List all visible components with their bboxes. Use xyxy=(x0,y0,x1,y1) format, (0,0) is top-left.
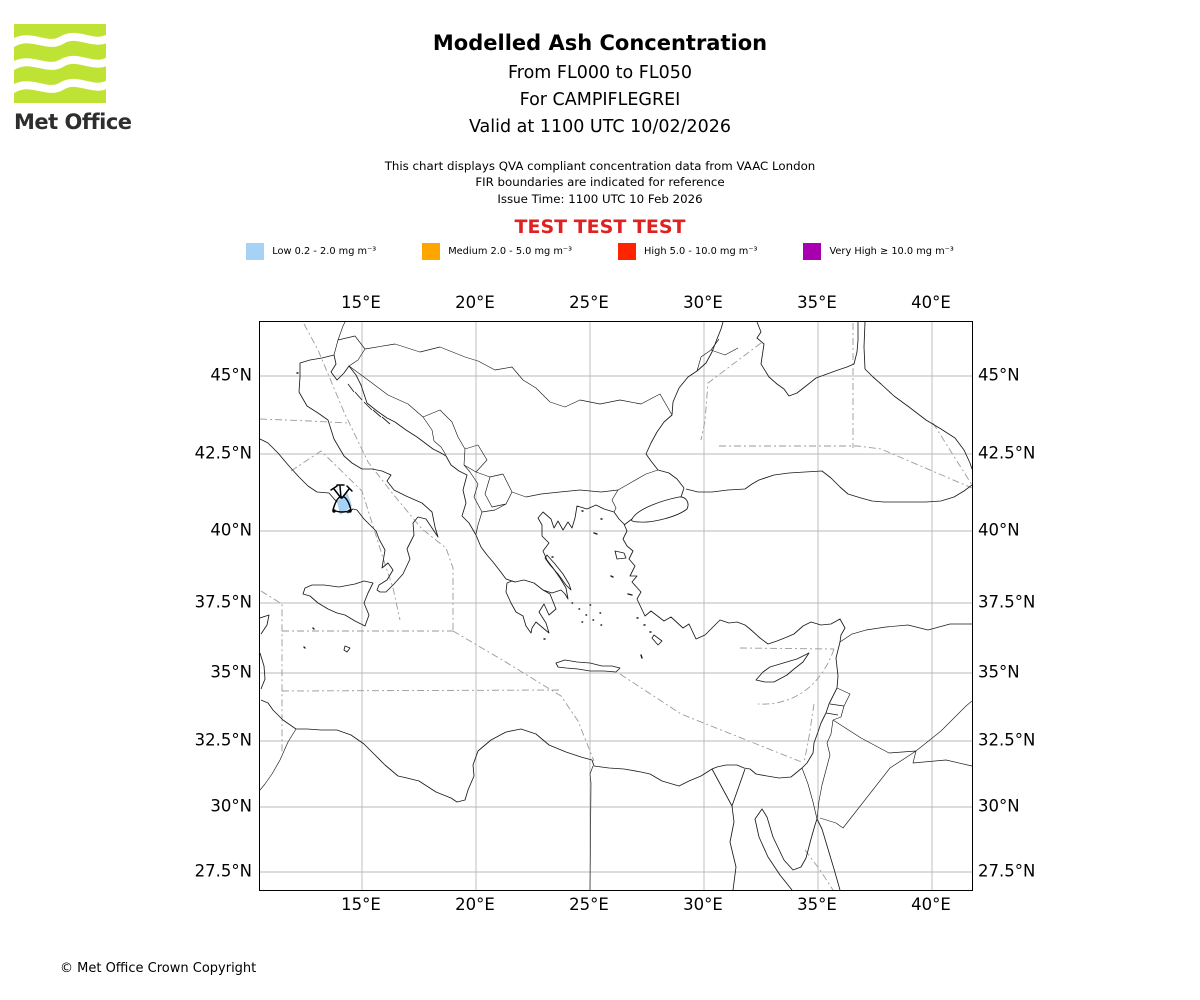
lat-tick-right: 27.5°N xyxy=(978,861,1036,881)
lon-tick-bottom: 20°E xyxy=(455,895,495,914)
lat-tick-right: 32.5°N xyxy=(978,730,1036,750)
test-banner: TEST TEST TEST xyxy=(514,216,686,238)
lon-tick-bottom: 15°E xyxy=(341,895,381,914)
lat-tick-left: 35°N xyxy=(210,662,252,682)
legend-item-medium: Medium 2.0 - 5.0 mg m⁻³ xyxy=(422,243,572,260)
legend-label: Very High ≥ 10.0 mg m⁻³ xyxy=(829,246,954,257)
legend-item-very-high: Very High ≥ 10.0 mg m⁻³ xyxy=(803,243,954,260)
lon-tick-bottom: 40°E xyxy=(911,895,951,914)
lat-tick-left: 30°N xyxy=(210,796,252,816)
lon-tick-top: 40°E xyxy=(911,293,951,312)
lat-tick-left: 40°N xyxy=(210,520,252,540)
lat-tick-left: 32.5°N xyxy=(194,730,252,750)
lat-tick-left: 37.5°N xyxy=(194,592,252,612)
legend-label: Low 0.2 - 2.0 mg m⁻³ xyxy=(272,246,377,257)
lon-tick-bottom: 30°E xyxy=(683,895,723,914)
lon-tick-top: 30°E xyxy=(683,293,723,312)
lat-tick-left: 45°N xyxy=(210,365,252,385)
fir-info-line: FIR boundaries are indicated for referen… xyxy=(475,175,725,189)
country-borders xyxy=(260,322,972,890)
volcano-marker-icon xyxy=(330,484,353,513)
low-swatch-icon xyxy=(246,243,265,260)
lon-tick-top: 15°E xyxy=(341,293,381,312)
lat-tick-right: 45°N xyxy=(978,365,1020,385)
lat-tick-left: 42.5°N xyxy=(194,443,252,463)
fir-boundaries xyxy=(260,323,972,890)
flight-level-subtitle: From FL000 to FL050 xyxy=(507,63,693,83)
legend-label: High 5.0 - 10.0 mg m⁻³ xyxy=(644,246,758,257)
map-canvas xyxy=(260,322,972,890)
valid-time-subtitle: Valid at 1100 UTC 10/02/2026 xyxy=(468,117,732,137)
lon-tick-bottom: 35°E xyxy=(797,895,837,914)
issue-time-line: Issue Time: 1100 UTC 10 Feb 2026 xyxy=(497,192,703,206)
lat-tick-left: 27.5°N xyxy=(194,861,252,881)
small-islands xyxy=(296,372,652,659)
concentration-legend: Low 0.2 - 2.0 mg m⁻³ Medium 2.0 - 5.0 mg… xyxy=(0,243,1200,260)
copyright-text: © Met Office Crown Copyright xyxy=(60,961,257,976)
legend-item-low: Low 0.2 - 2.0 mg m⁻³ xyxy=(246,243,376,260)
lat-tick-right: 30°N xyxy=(978,796,1020,816)
lat-tick-right: 40°N xyxy=(978,520,1020,540)
lon-tick-top: 25°E xyxy=(569,293,609,312)
qva-info-line: This chart displays QVA compliant concen… xyxy=(384,159,816,173)
very-high-swatch-icon xyxy=(803,243,822,260)
page-title: Modelled Ash Concentration xyxy=(432,31,768,55)
lon-tick-top: 35°E xyxy=(797,293,837,312)
coastlines xyxy=(260,322,972,890)
ash-patch-low xyxy=(337,491,352,515)
ash-concentration-map xyxy=(259,321,973,891)
lat-tick-right: 42.5°N xyxy=(978,443,1036,463)
high-swatch-icon xyxy=(618,243,637,260)
lat-tick-right: 35°N xyxy=(978,662,1020,682)
volcano-subtitle: For CAMPIFLEGREI xyxy=(519,90,681,110)
legend-item-high: High 5.0 - 10.0 mg m⁻³ xyxy=(618,243,757,260)
lon-tick-bottom: 25°E xyxy=(569,895,609,914)
lat-tick-right: 37.5°N xyxy=(978,592,1036,612)
met-office-logo-text: Met Office xyxy=(14,110,132,134)
met-office-logo-waves-icon xyxy=(7,24,113,103)
graticule-grid xyxy=(260,322,972,890)
medium-swatch-icon xyxy=(422,243,441,260)
lon-tick-top: 20°E xyxy=(455,293,495,312)
met-office-logo: Met Office xyxy=(7,24,194,134)
legend-label: Medium 2.0 - 5.0 mg m⁻³ xyxy=(448,246,573,257)
